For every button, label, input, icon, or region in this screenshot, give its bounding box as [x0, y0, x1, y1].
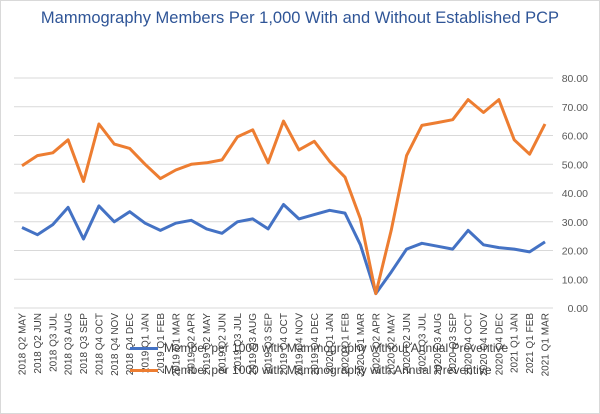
- x-tick-label: 2019 Q1 MAR: [171, 313, 182, 376]
- x-tick-label: 2019 Q1 JAN: [141, 313, 152, 373]
- x-tick-label: 2018 Q3 AUG: [64, 313, 75, 375]
- x-tick-label: 2021 Q1 MAR: [541, 313, 552, 376]
- x-tick-label: 2020 Q4 NOV: [479, 313, 490, 376]
- y-tick-label: 80.00: [562, 73, 588, 85]
- x-tick-label: 2020 Q1 MAR: [356, 313, 367, 376]
- series-line-1: [21, 98, 547, 296]
- x-tick-label: 2018 Q2 MAY: [18, 313, 29, 375]
- x-tick-label: 2018 Q4 OCT: [94, 313, 105, 375]
- x-tick-label: 2018 Q4 NOV: [110, 313, 121, 376]
- x-tick-label: 2020 Q1 FEB: [341, 313, 352, 374]
- y-tick-label: 40.00: [562, 188, 588, 200]
- x-tick-label: 2019 Q2 APR: [187, 313, 198, 374]
- x-tick-label: 2018 Q2 JUN: [33, 313, 44, 374]
- chart-title: Mammography Members Per 1,000 With and W…: [40, 9, 560, 27]
- y-tick-label: 60.00: [562, 131, 588, 143]
- x-tick-label: 2018 Q3 JUL: [48, 313, 59, 372]
- x-tick-label: 2019 Q2 MAY: [202, 313, 213, 375]
- x-tick-label: 2020 Q3 AUG: [433, 313, 444, 375]
- legend-item-with: Member per 1000 with Mammography with An…: [130, 363, 492, 377]
- x-tick-label: 2020 Q2 APR: [371, 313, 382, 374]
- x-tick-label: 2019 Q4 NOV: [294, 313, 305, 376]
- x-tick-label: 2020 Q3 JUL: [417, 313, 428, 372]
- x-tick-label: 2018 Q4 DEC: [125, 313, 136, 375]
- x-tick-label: 2019 Q2 JUN: [217, 313, 228, 374]
- y-tick-label: 70.00: [562, 102, 588, 114]
- x-tick-label: 2020 Q1 JAN: [325, 313, 336, 373]
- y-tick-label: 10.00: [562, 274, 588, 286]
- legend-swatch-blue: [130, 346, 158, 350]
- x-tick-label: 2020 Q2 JUN: [402, 313, 413, 374]
- series-line-0: [21, 203, 546, 296]
- x-tick-label: 2019 Q1 FEB: [156, 313, 167, 374]
- x-tick-label: 2021 Q1 FEB: [525, 313, 536, 374]
- x-tick-label: 2019 Q3 SEP: [264, 313, 275, 374]
- x-tick-label: 2021 Q1 JAN: [510, 313, 521, 373]
- y-tick-label: 30.00: [562, 217, 588, 229]
- x-tick-label: 2020 Q4 OCT: [464, 313, 475, 375]
- y-tick-label: 20.00: [562, 246, 588, 258]
- y-tick-label: 50.00: [562, 159, 588, 171]
- x-tick-label: 2020 Q3 SEP: [448, 313, 459, 374]
- x-tick-label: 2019 Q3 AUG: [248, 313, 259, 375]
- legend-swatch-orange: [130, 368, 158, 372]
- x-tick-label: 2019 Q3 JUL: [233, 313, 244, 372]
- y-tick-label: 0.00: [568, 303, 589, 315]
- x-tick-label: 2018 Q3 SEP: [79, 313, 90, 374]
- legend-item-without: Member per 1000 with Mammography without…: [130, 341, 508, 355]
- x-tick-label: 2019 Q4 OCT: [279, 313, 290, 375]
- legend-label: Member per 1000 with Mammography with An…: [164, 363, 492, 377]
- legend-label: Member per 1000 with Mammography without…: [164, 341, 509, 355]
- x-tick-label: 2020 Q2 MAY: [387, 313, 398, 375]
- x-tick-label: 2019 Q4 DEC: [310, 313, 321, 375]
- x-tick-label: 2020 Q4 DEC: [494, 313, 505, 375]
